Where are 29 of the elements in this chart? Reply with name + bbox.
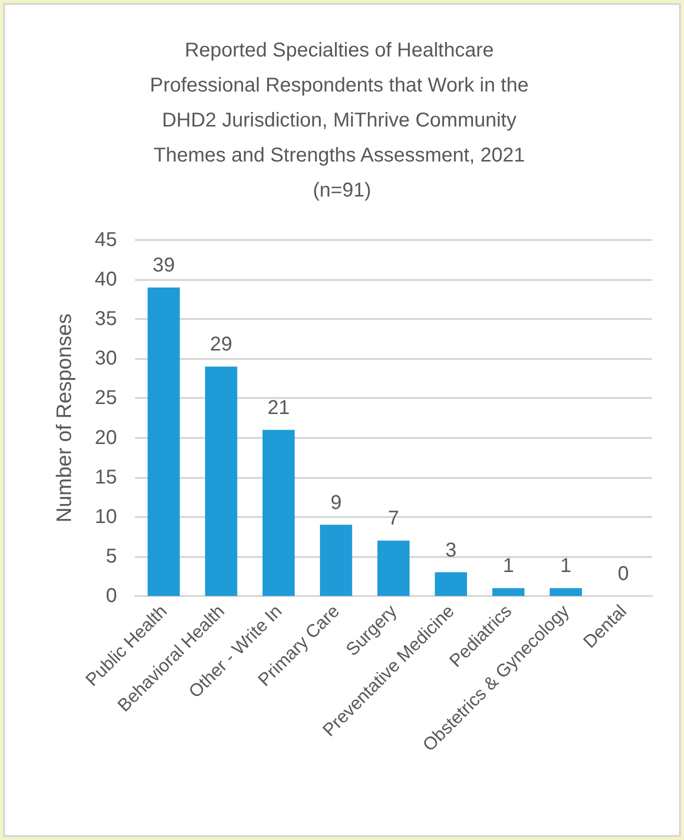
y-tick-label: 45 [94,229,117,251]
data-label: 1 [502,555,514,578]
y-tick-label: 5 [106,545,117,568]
data-label: 1 [560,555,572,578]
chart-title: Reported Specialties of Healthcare Professional Respondents that Work in the DHD2 Jurisdiction, MiThrive Community Themes and Strengths Assessment, 2021 (n=91) [150,40,534,202]
y-tick-label: 40 [94,268,117,291]
y-axis-title: Number of Responses [53,314,76,522]
bar [434,572,468,596]
bar [377,540,410,596]
data-label: 29 [210,334,232,356]
y-tick-label: 10 [94,506,117,528]
y-tick-label: 25 [94,387,117,410]
data-label: 3 [445,539,457,562]
y-tick-label: 35 [94,308,117,330]
bar [320,524,352,596]
data-label: 21 [267,396,290,419]
data-label: 0 [618,563,629,585]
bar [148,287,180,596]
y-tick-label: 30 [94,348,117,370]
bar [262,430,295,596]
data-label: 39 [152,254,175,276]
data-label: 9 [330,492,342,514]
data-label: 7 [388,508,400,530]
y-tick-label: 15 [94,466,117,488]
y-tick-label: 20 [94,426,117,449]
bar [492,588,524,596]
bar [205,366,238,596]
bar [550,588,582,596]
y-tick-label: 0 [106,585,117,607]
